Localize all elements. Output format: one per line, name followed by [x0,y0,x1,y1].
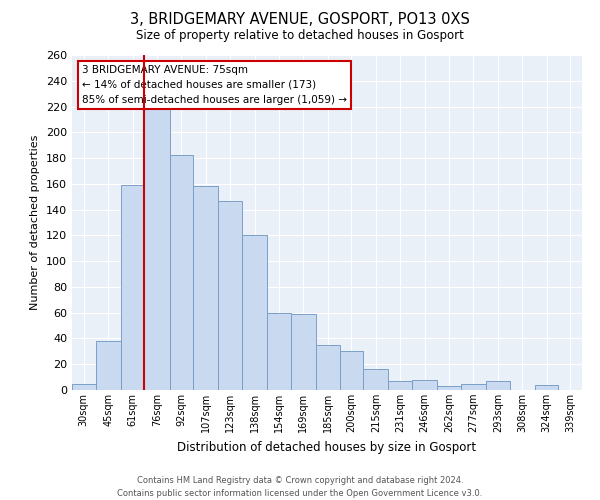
Bar [340,352,363,390]
Bar [242,236,267,390]
Bar [193,186,218,390]
Bar [170,156,193,390]
Bar [291,314,316,390]
Bar [72,384,95,390]
Bar [388,381,412,390]
Bar [145,109,170,390]
Bar [486,381,509,390]
Y-axis label: Number of detached properties: Number of detached properties [31,135,40,310]
Bar [218,200,242,390]
Bar [95,341,121,390]
Text: Size of property relative to detached houses in Gosport: Size of property relative to detached ho… [136,29,464,42]
Text: 3 BRIDGEMARY AVENUE: 75sqm
← 14% of detached houses are smaller (173)
85% of sem: 3 BRIDGEMARY AVENUE: 75sqm ← 14% of deta… [82,65,347,104]
Bar [363,370,388,390]
Bar [121,185,145,390]
Text: Contains HM Land Registry data © Crown copyright and database right 2024.
Contai: Contains HM Land Registry data © Crown c… [118,476,482,498]
Bar [437,386,461,390]
X-axis label: Distribution of detached houses by size in Gosport: Distribution of detached houses by size … [178,440,476,454]
Bar [461,384,486,390]
Text: 3, BRIDGEMARY AVENUE, GOSPORT, PO13 0XS: 3, BRIDGEMARY AVENUE, GOSPORT, PO13 0XS [130,12,470,28]
Bar [412,380,437,390]
Bar [316,345,340,390]
Bar [267,312,291,390]
Bar [535,385,559,390]
